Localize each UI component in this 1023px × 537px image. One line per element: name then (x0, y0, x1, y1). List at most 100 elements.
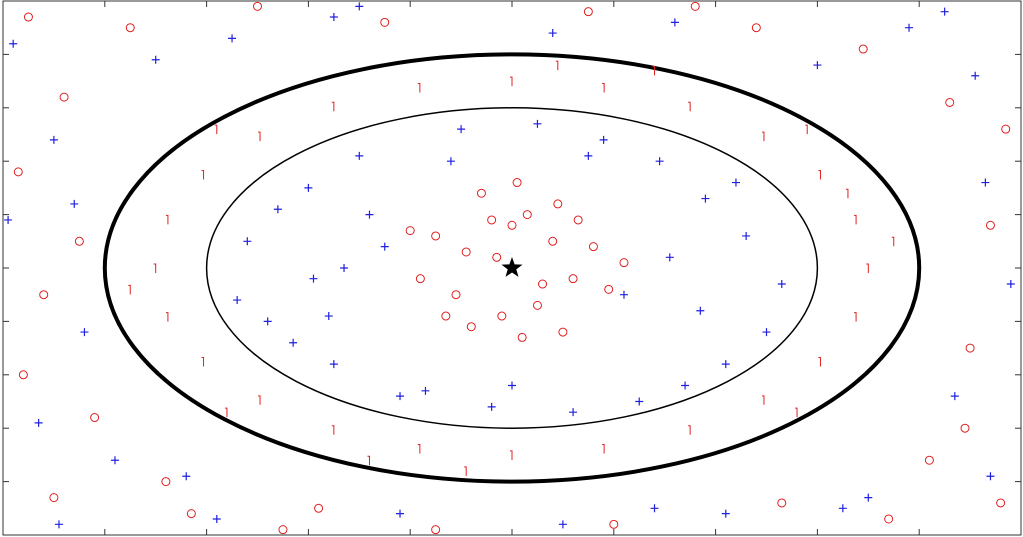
circle-point (619, 258, 629, 268)
plus-point (70, 199, 79, 208)
plus-point (742, 231, 751, 240)
plus-point (233, 296, 242, 305)
circle-point (945, 97, 955, 107)
plus-point (446, 157, 455, 166)
circle-point (588, 242, 598, 252)
circle-point (538, 279, 548, 289)
circle-point (497, 311, 507, 321)
tick-point (214, 124, 218, 135)
plus-point (635, 397, 644, 406)
tick-point (854, 214, 857, 225)
tick-point (128, 284, 131, 295)
tick-point (818, 170, 821, 180)
circle-point (512, 178, 522, 188)
tick-point (602, 83, 605, 93)
tick-point (224, 407, 228, 418)
circle-point (23, 12, 33, 22)
circle-point (451, 290, 461, 300)
plus-point (487, 402, 496, 411)
tick-point (331, 101, 335, 112)
plus-point (569, 408, 578, 417)
plus-point (273, 205, 282, 214)
circle-point (532, 300, 542, 310)
plus-point (151, 55, 160, 64)
circle-point (573, 215, 583, 225)
plus-point (971, 71, 980, 80)
plus-point (49, 135, 58, 144)
circle-point (517, 332, 527, 342)
circle-point (74, 236, 84, 246)
plus-point (355, 2, 364, 11)
tick-point (854, 312, 857, 322)
circle-point (690, 1, 700, 11)
tick-point (258, 131, 261, 142)
tick-point (866, 263, 869, 273)
plus-point (212, 514, 221, 523)
circle-point (441, 311, 451, 321)
circle-point (161, 477, 171, 487)
plus-point (34, 418, 43, 427)
plus-point (558, 520, 567, 529)
circle-point (461, 247, 471, 257)
circle-point (253, 1, 262, 11)
circle-point (884, 514, 894, 524)
plus-point (548, 29, 557, 38)
plus-point (4, 215, 13, 224)
circle-point (583, 7, 593, 17)
circle-point (186, 509, 196, 519)
tick-point (761, 131, 765, 142)
circle-point (487, 215, 497, 225)
plus-point (950, 392, 959, 401)
plus-point (243, 237, 252, 246)
circle-point (49, 493, 59, 503)
tick-point (165, 312, 169, 322)
tick-point (165, 214, 169, 225)
plus-point (696, 306, 705, 315)
plus-point (340, 264, 349, 272)
circle-point (960, 423, 970, 433)
circle-point (314, 503, 324, 513)
tick-point (818, 356, 821, 367)
plus-point (599, 135, 608, 144)
tick-point (555, 60, 559, 71)
plus-point (508, 381, 516, 390)
plus-point (650, 504, 659, 513)
plus-point (380, 242, 389, 251)
plus-point (324, 312, 333, 321)
circle-point (492, 252, 502, 262)
circle-point (431, 231, 441, 241)
plus-point (762, 328, 771, 337)
circle-point (278, 525, 288, 535)
plus-point (721, 360, 730, 369)
circle-point (466, 322, 476, 332)
circle-point (18, 370, 28, 380)
plus-point (777, 280, 786, 289)
plus-point (813, 61, 822, 70)
ellipse (102, 52, 922, 484)
circle-point (609, 519, 619, 529)
circle-point (996, 498, 1006, 508)
circle-point (985, 220, 995, 230)
plus-point (54, 520, 63, 529)
tick-point (795, 407, 798, 418)
tick-point (602, 443, 605, 454)
circle-point (507, 220, 517, 230)
plus-point (533, 119, 542, 128)
circle-point (522, 210, 532, 220)
plus-point (421, 386, 430, 395)
circle-point (90, 413, 100, 423)
plus-point (701, 194, 710, 203)
circle-point (777, 498, 787, 508)
tick-point (891, 236, 895, 247)
plus-point (665, 253, 674, 262)
plus-point (304, 183, 313, 192)
ellipse (205, 107, 819, 429)
plus-point (263, 317, 272, 326)
tick-point (845, 188, 849, 199)
plus-point (981, 178, 990, 187)
plus-point (940, 7, 949, 16)
tick-point (805, 124, 808, 135)
plus-point (329, 13, 338, 22)
plus-point (228, 34, 237, 43)
